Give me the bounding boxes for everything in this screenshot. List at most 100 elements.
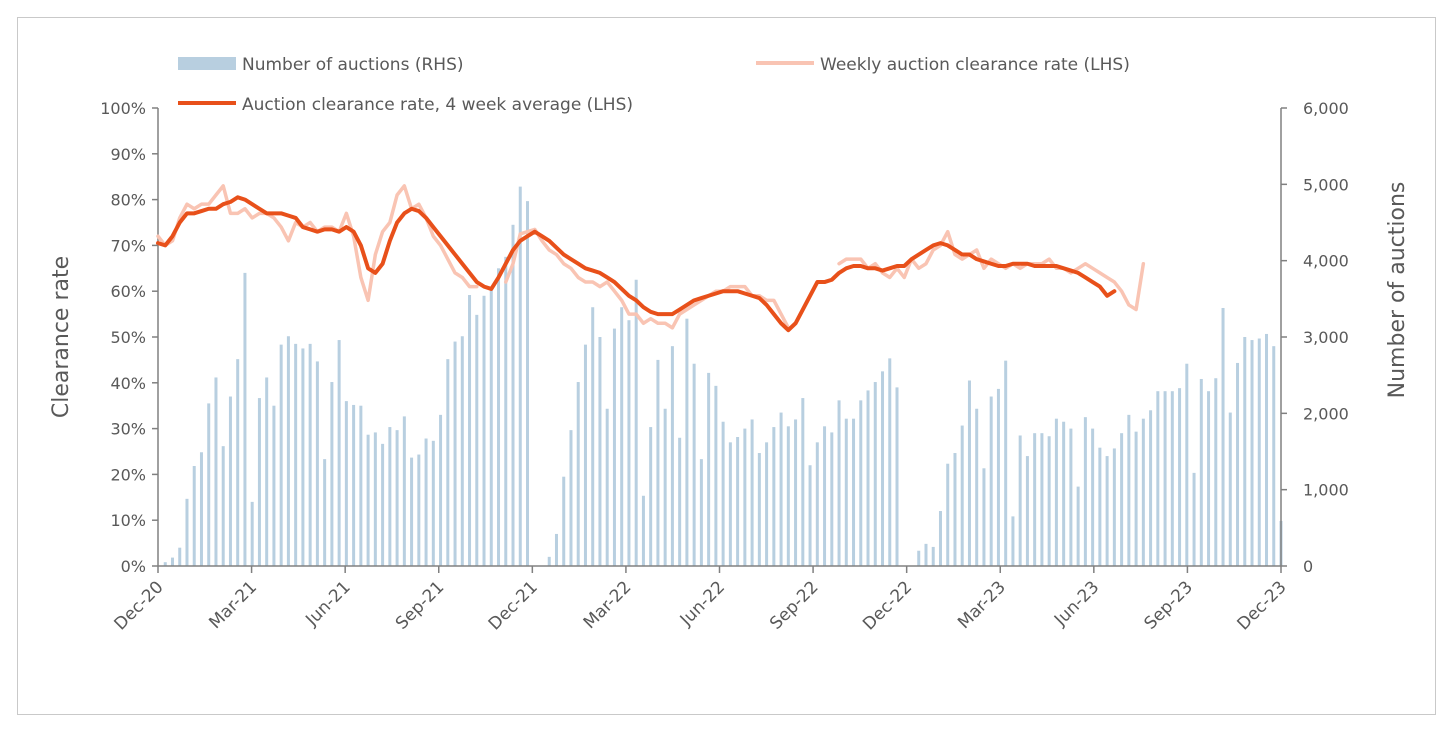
y-left-tick-label: 10%	[110, 511, 146, 530]
x-tick-label: Jun-23	[1050, 577, 1103, 630]
auction-bar	[417, 454, 421, 566]
auction-bar	[308, 343, 312, 566]
auction-bar	[844, 418, 848, 566]
auction-bar	[1265, 333, 1269, 566]
auction-bar	[163, 562, 167, 566]
lines-layer	[156, 184, 1146, 333]
auction-bar	[837, 400, 841, 566]
y-left-tick-label: 100%	[100, 99, 146, 118]
auction-bar	[866, 390, 870, 566]
auction-bar	[786, 426, 790, 566]
auction-bar	[750, 419, 754, 566]
auction-bar	[315, 361, 319, 566]
auction-bar	[982, 468, 986, 566]
auction-bar	[801, 398, 805, 566]
x-tick-label: Dec-20	[110, 577, 167, 634]
auction-bar	[221, 446, 225, 566]
auction-bar	[692, 363, 696, 566]
auction-bar	[794, 419, 798, 566]
auction-bar	[395, 430, 399, 566]
auction-bar	[178, 547, 182, 566]
auction-bar	[207, 403, 211, 566]
auction-bar	[699, 459, 703, 566]
auction-bar	[873, 382, 877, 566]
auction-bar	[1156, 391, 1160, 566]
auction-bar	[1018, 435, 1022, 566]
legend-label-avg: Auction clearance rate, 4 week average (…	[242, 95, 633, 115]
auction-bar	[497, 268, 501, 566]
auction-bar	[294, 343, 298, 566]
auction-bar	[279, 344, 283, 566]
auction-bar	[996, 388, 1000, 566]
x-tick-label: Dec-21	[485, 577, 542, 634]
auction-bar	[410, 457, 414, 566]
auction-bar	[743, 428, 747, 566]
auction-bar	[547, 556, 551, 566]
auction-bar	[330, 382, 334, 566]
auction-bar	[612, 328, 616, 566]
auction-bar	[852, 418, 856, 566]
y-left-tick-label: 60%	[110, 282, 146, 301]
auction-bar	[953, 453, 957, 566]
auction-bar	[765, 442, 769, 566]
auction-bar	[373, 432, 377, 566]
auction-bar	[475, 314, 479, 566]
auction-bar	[924, 543, 928, 566]
auction-bar	[917, 550, 921, 566]
auction-bar	[728, 442, 732, 566]
auction-bar	[938, 511, 942, 566]
auction-bar	[1098, 447, 1102, 566]
auction-bar	[605, 408, 609, 566]
x-tick-label: Sep-22	[766, 577, 822, 633]
auction-bar	[344, 401, 348, 566]
legend: Number of auctions (RHS) Weekly auction …	[178, 55, 1130, 115]
x-tick-label: Jun-21	[301, 577, 354, 630]
auction-bar	[881, 371, 885, 566]
x-tick-label: Jun-22	[676, 577, 729, 630]
auction-bar	[1170, 391, 1174, 566]
auction-bar	[815, 442, 819, 566]
auction-bar	[1127, 414, 1131, 566]
auction-bar	[489, 286, 493, 566]
weekly-clearance-line	[156, 184, 1146, 330]
auction-bar	[1062, 421, 1066, 566]
y-right-tick-label: 2,000	[1303, 404, 1349, 423]
auction-bar	[895, 387, 899, 566]
auction-bar	[236, 359, 240, 566]
auction-bar	[228, 396, 232, 566]
auction-bar	[1083, 417, 1087, 566]
x-tick-label: Mar-23	[954, 577, 1010, 633]
auction-bar	[569, 430, 573, 566]
auction-bar	[1243, 337, 1247, 566]
y-right-tick-label: 0	[1303, 557, 1313, 576]
auction-bar	[185, 498, 189, 566]
auction-bar	[663, 408, 667, 566]
avg-clearance-line	[156, 195, 1117, 333]
y-left-tick-label: 90%	[110, 145, 146, 164]
auction-bar	[323, 459, 327, 566]
auction-bar	[1004, 360, 1008, 566]
auction-bar	[1207, 391, 1211, 566]
auction-bar	[1250, 340, 1254, 566]
auction-bar	[402, 416, 406, 566]
auction-bar	[526, 201, 529, 566]
auction-bar	[670, 346, 674, 566]
auction-bar	[779, 412, 783, 566]
auction-bar	[1069, 428, 1073, 566]
auction-bar	[1178, 388, 1182, 566]
auction-bar	[1214, 378, 1218, 566]
y-right-tick-label: 1,000	[1303, 481, 1349, 500]
auction-bar	[967, 380, 971, 566]
x-tick-label: Sep-21	[392, 577, 448, 633]
auction-bar	[468, 295, 472, 566]
auction-bar	[736, 437, 740, 566]
y-right-tick-label: 4,000	[1303, 252, 1349, 271]
auction-bar	[1192, 472, 1196, 566]
auction-bar	[482, 295, 486, 566]
x-tick-label: Sep-23	[1141, 577, 1197, 633]
auction-bar	[439, 414, 443, 566]
auction-bar	[1221, 307, 1225, 566]
y-left-tick-label: 30%	[110, 420, 146, 439]
auction-bar	[453, 341, 457, 566]
